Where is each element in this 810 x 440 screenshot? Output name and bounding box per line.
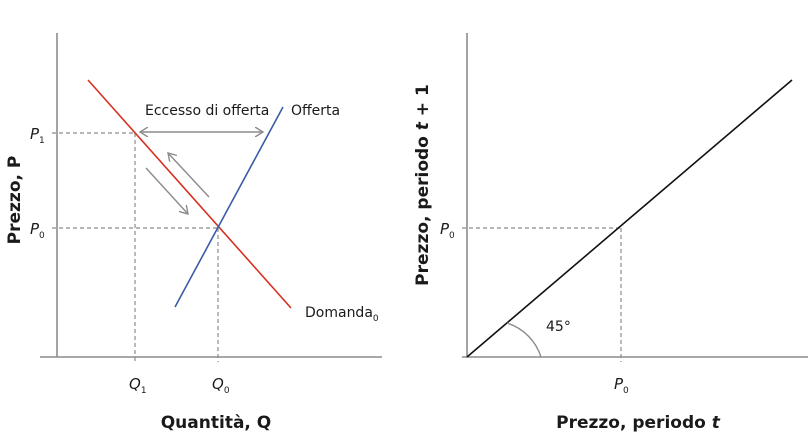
supply-curve: [174, 106, 284, 308]
adjust-arrow-up: [168, 153, 210, 198]
q0-tick-label: Q0: [212, 375, 230, 396]
p0-y-tick-label: P0: [440, 220, 455, 241]
demand-label: Domanda0: [305, 305, 379, 324]
supply-label: Offerta: [291, 103, 340, 119]
left-x-axis-title: Quantità, Q: [161, 413, 272, 433]
demand-curve: [87, 79, 292, 309]
p0-tick-label: P0: [30, 220, 45, 241]
forty-five-degree-line: [466, 79, 793, 358]
left-chart: Eccesso di offerta Offerta Domanda0 P1 P…: [5, 33, 382, 433]
angle-label: 45°: [546, 319, 571, 335]
angle-arc: [506, 322, 542, 358]
p0-x-tick-label: P0: [614, 375, 629, 396]
right-chart: 45° P0 P0 Prezzo, periodo t + 1 Prezzo, …: [413, 33, 808, 433]
excess-supply-label: Eccesso di offerta: [145, 103, 269, 119]
left-y-axis-title: Prezzo, P: [5, 156, 25, 245]
right-y-axis-title: Prezzo, periodo t + 1: [413, 84, 433, 286]
adjust-arrow-down: [145, 167, 188, 214]
p1-tick-label: P1: [30, 125, 45, 146]
q1-tick-label: Q1: [129, 375, 147, 396]
right-x-axis-title: Prezzo, periodo t: [556, 413, 721, 433]
